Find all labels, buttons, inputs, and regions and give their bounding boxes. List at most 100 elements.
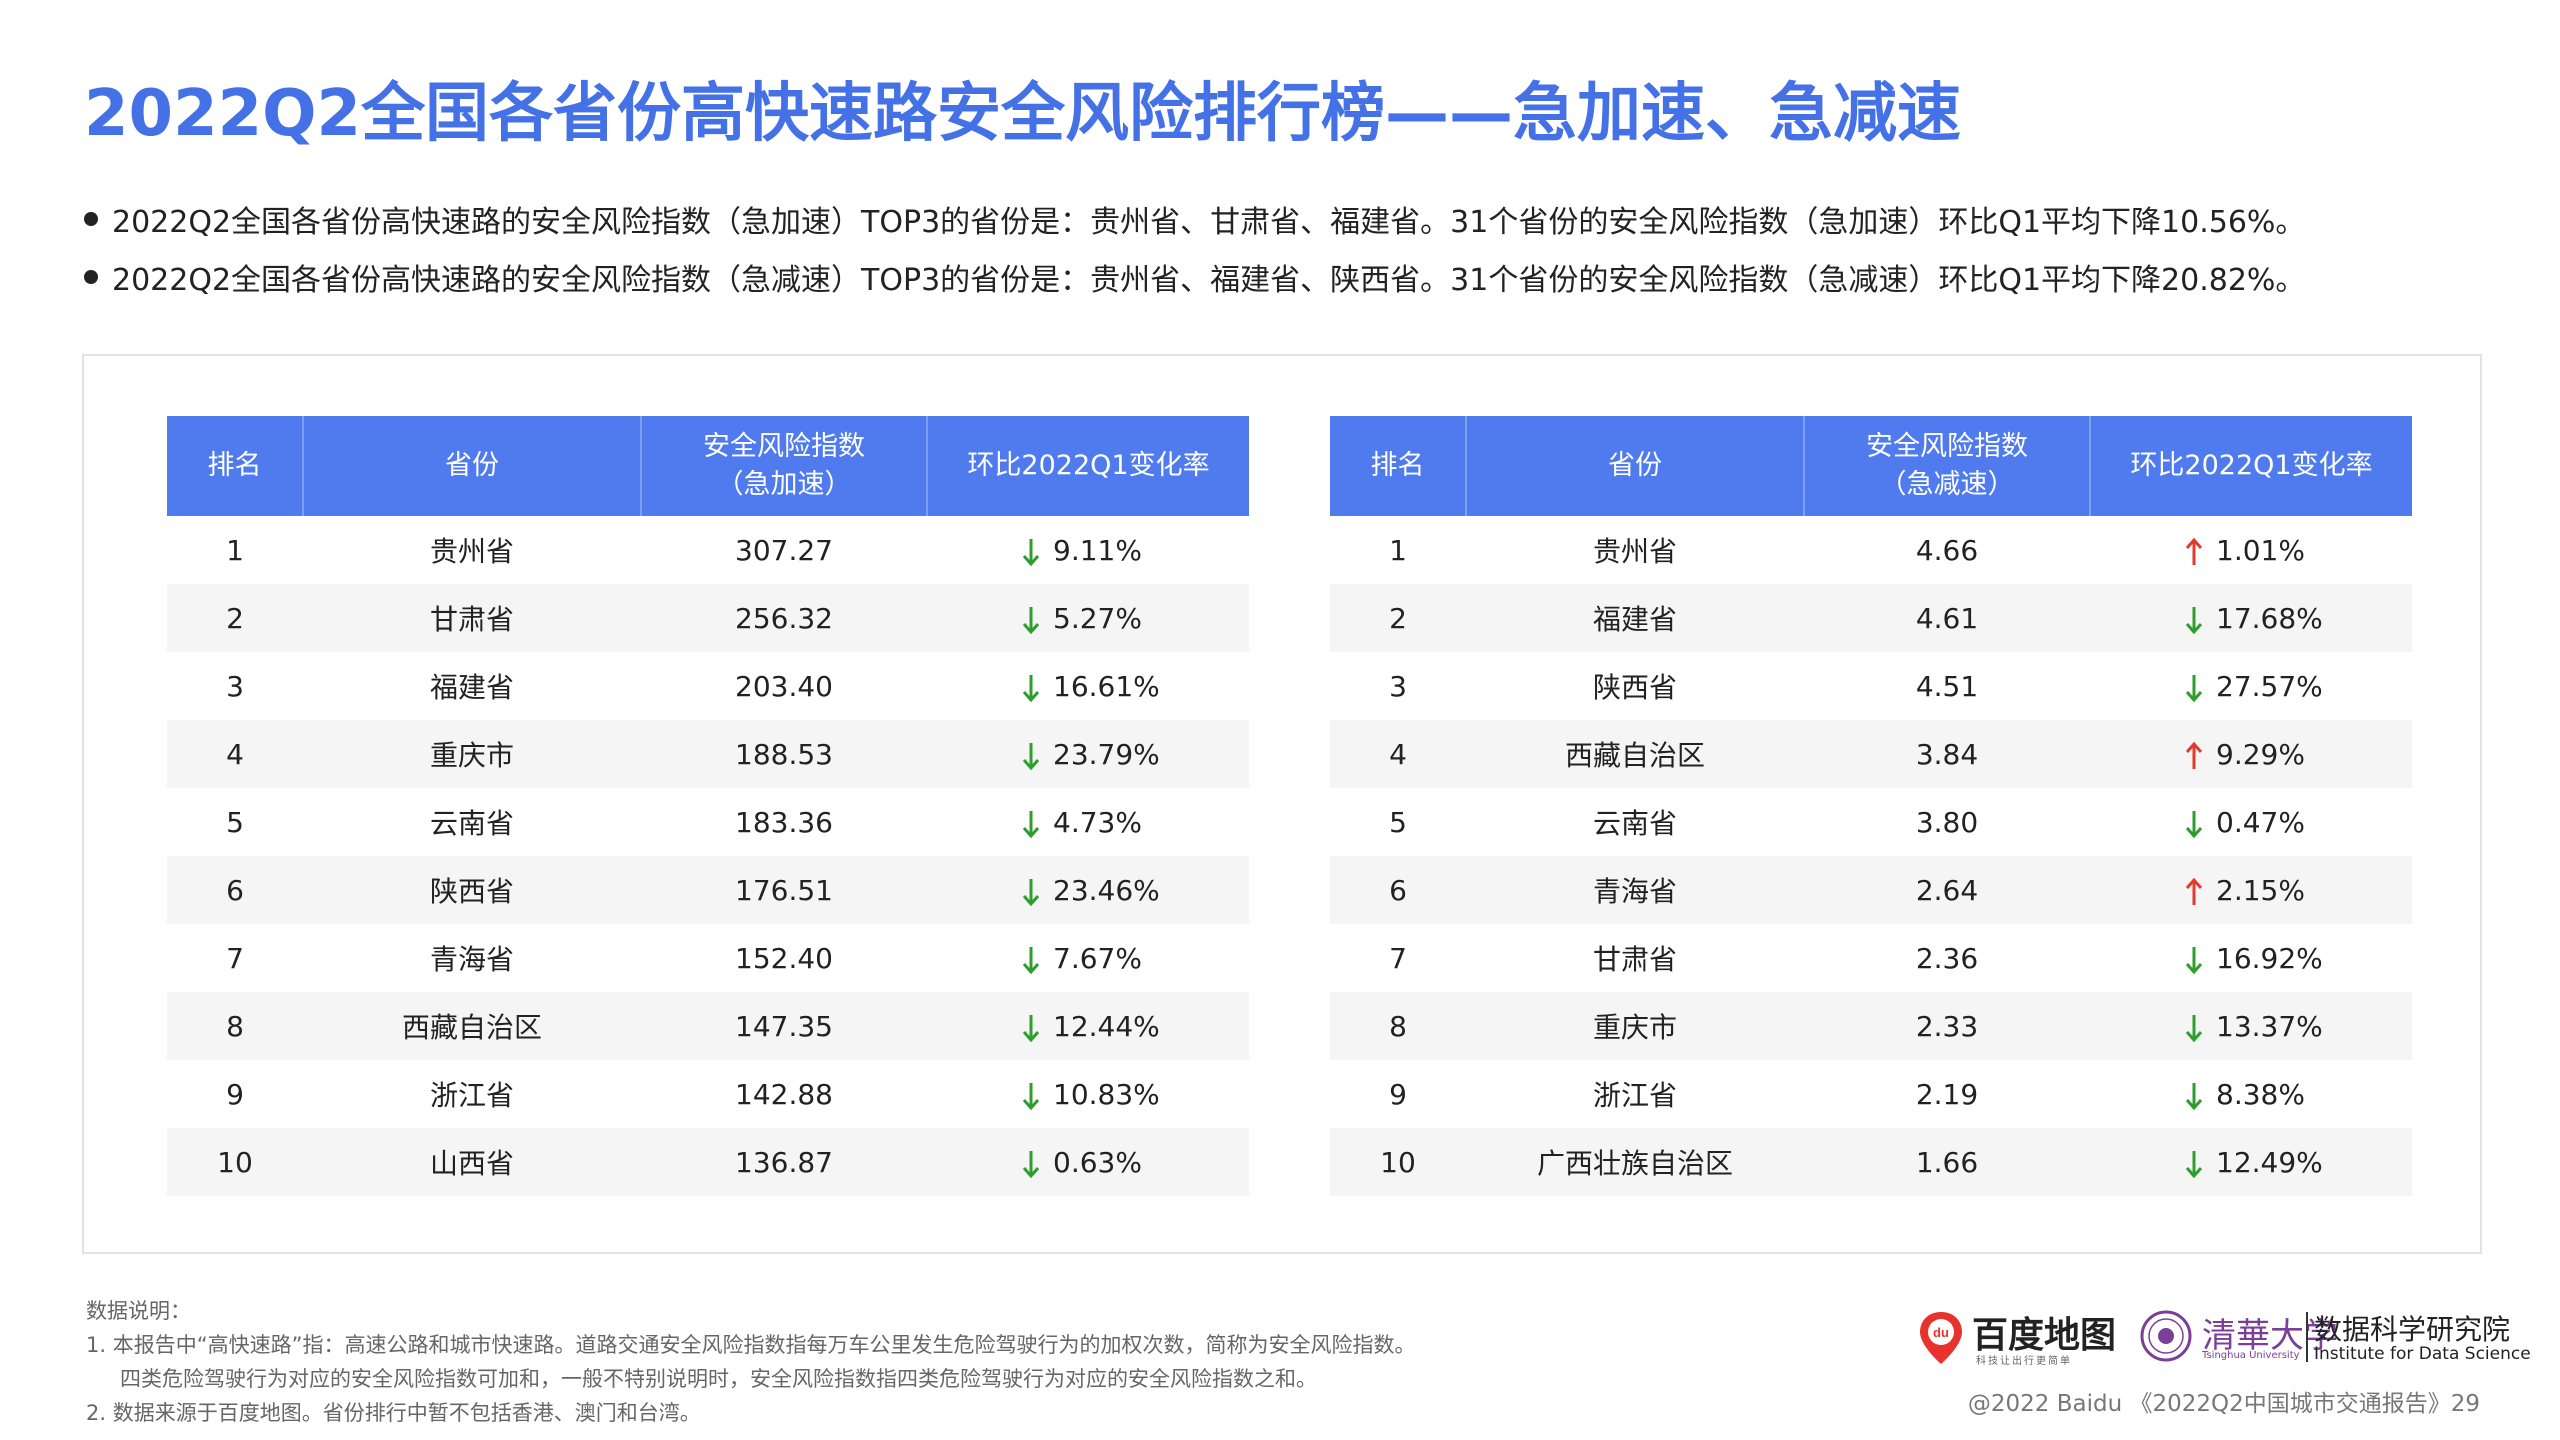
change-cell: 16.61% bbox=[927, 652, 1249, 720]
rank-cell: 3 bbox=[226, 669, 244, 703]
index-cell: 307.27 bbox=[735, 533, 833, 567]
change-cell: 13.37% bbox=[2090, 992, 2412, 1060]
decel-ranking-table: 排名 省份 安全风险指数 （急减速） 环比2022Q1变化率 1 贵州省 4.66 1.… bbox=[1330, 416, 2412, 1196]
province-cell: 西藏自治区 bbox=[303, 992, 641, 1060]
index-cell: 4.51 bbox=[1915, 669, 1979, 703]
change-cell: 23.79% bbox=[927, 720, 1249, 788]
table-row: 8 西藏自治区 147.35 12.44% bbox=[167, 992, 1249, 1060]
change-value: 27.57% bbox=[2216, 669, 2323, 703]
rank-cell: 4 bbox=[167, 720, 303, 788]
change-cell: 16.92% bbox=[2090, 924, 2412, 992]
change-cell: 23.46% bbox=[927, 856, 1249, 924]
change-value: 9.11% bbox=[1053, 533, 1142, 567]
change-cell: 0.63% bbox=[927, 1128, 1249, 1196]
table-row: 1 贵州省 307.27 9.11% bbox=[167, 516, 1249, 584]
table-row: 4 西藏自治区 3.84 9.29% bbox=[1330, 720, 2412, 788]
change-value: 13.37% bbox=[2216, 1009, 2323, 1043]
rank-cell: 4 bbox=[1330, 720, 1466, 788]
province-cell: 甘肃省 bbox=[1592, 943, 1677, 976]
header-change: 环比2022Q1变化率 bbox=[2089, 416, 2412, 516]
index-cell: 2.64 bbox=[1804, 856, 2090, 924]
arrow-down-icon bbox=[2184, 605, 2204, 635]
change-cell: 12.49% bbox=[2090, 1128, 2412, 1196]
table-row: 2 甘肃省 256.32 5.27% bbox=[167, 584, 1249, 652]
index-cell: 136.87 bbox=[641, 1128, 927, 1196]
header-index-line2: （急加速） bbox=[716, 469, 852, 500]
arrow-down-icon bbox=[2184, 1013, 2204, 1043]
notes-line-2: 2. 数据来源于百度地图。省份排行中暂不包括香港、澳门和台湾。 bbox=[86, 1401, 701, 1425]
index-cell: 147.35 bbox=[641, 992, 927, 1060]
bullet-accel: 2022Q2全国各省份高快速路的安全风险指数（急加速）TOP3的省份是：贵州省、… bbox=[84, 190, 2504, 248]
arrow-down-icon bbox=[1021, 1081, 1041, 1111]
arrow-up-icon bbox=[2184, 741, 2204, 771]
change-value: 16.61% bbox=[1053, 669, 1160, 703]
change-cell: 0.47% bbox=[2090, 788, 2412, 856]
arrow-down-icon bbox=[1021, 809, 1041, 839]
table-row: 3 陕西省 4.51 27.57% bbox=[1330, 652, 2412, 720]
arrow-down-icon bbox=[1021, 741, 1041, 771]
change-value: 23.79% bbox=[1053, 737, 1160, 771]
change-cell: 5.27% bbox=[927, 584, 1249, 652]
change-cell: 9.11% bbox=[927, 516, 1249, 584]
table-header-row: 排名 省份 安全风险指数 （急减速） 环比2022Q1变化率 bbox=[1330, 416, 2412, 516]
notes-line-1: 1. 本报告中“高快速路”指：高速公路和城市快速路。道路交通安全风险指数指每万车… bbox=[86, 1333, 1416, 1357]
province-cell: 广西壮族自治区 bbox=[1466, 1128, 1804, 1196]
change-cell: 2.15% bbox=[2090, 856, 2412, 924]
arrow-up-icon bbox=[2184, 877, 2204, 907]
rank-cell: 6 bbox=[167, 856, 303, 924]
baidu-map-pin-icon: du bbox=[1920, 1312, 1962, 1364]
tables-panel: 排名 省份 安全风险指数 （急加速） 环比2022Q1变化率 1 贵州省 307.27… bbox=[82, 354, 2482, 1254]
index-cell: 3.80 bbox=[1915, 805, 1979, 839]
baidu-map-logo-text: 百度地图 bbox=[1972, 1315, 2117, 1356]
table-row: 8 重庆市 2.33 13.37% bbox=[1330, 992, 2412, 1060]
ids-name-en: Institute for Data Science bbox=[2314, 1344, 2531, 1364]
index-cell: 183.36 bbox=[735, 805, 833, 839]
table-row: 9 浙江省 142.88 10.83% bbox=[167, 1060, 1249, 1128]
change-cell: 9.29% bbox=[2090, 720, 2412, 788]
header-change: 环比2022Q1变化率 bbox=[926, 416, 1249, 516]
table-row: 9 浙江省 2.19 8.38% bbox=[1330, 1060, 2412, 1128]
arrow-down-icon bbox=[1021, 537, 1041, 567]
arrow-down-icon bbox=[2184, 945, 2204, 975]
province-cell: 西藏自治区 bbox=[1466, 720, 1804, 788]
rank-cell: 7 bbox=[226, 941, 244, 975]
index-cell: 2.33 bbox=[1804, 992, 2090, 1060]
header-index: 安全风险指数 （急加速） bbox=[640, 416, 927, 516]
accel-ranking-table: 排名 省份 安全风险指数 （急加速） 环比2022Q1变化率 1 贵州省 307.27… bbox=[167, 416, 1249, 1196]
table-row: 3 福建省 203.40 16.61% bbox=[167, 652, 1249, 720]
arrow-down-icon bbox=[1021, 673, 1041, 703]
table-row: 5 云南省 3.80 0.47% bbox=[1330, 788, 2412, 856]
arrow-down-icon bbox=[2184, 809, 2204, 839]
change-value: 10.83% bbox=[1053, 1077, 1160, 1111]
arrow-down-icon bbox=[1021, 1149, 1041, 1179]
change-cell: 8.38% bbox=[2090, 1060, 2412, 1128]
header-rank: 排名 bbox=[167, 416, 303, 516]
index-cell: 256.32 bbox=[641, 584, 927, 652]
table-row: 10 广西壮族自治区 1.66 12.49% bbox=[1330, 1128, 2412, 1196]
province-cell: 陕西省 bbox=[1592, 671, 1677, 704]
baidu-pin-text: du bbox=[1933, 1325, 1949, 1340]
index-cell: 203.40 bbox=[735, 669, 833, 703]
arrow-down-icon bbox=[2184, 673, 2204, 703]
change-value: 23.46% bbox=[1053, 873, 1160, 907]
arrow-down-icon bbox=[1021, 605, 1041, 635]
change-value: 7.67% bbox=[1053, 941, 1142, 975]
notes-line-1b: 四类危险驾驶行为对应的安全风险指数可加和，一般不特别说明时，安全风险指数指四类危… bbox=[120, 1367, 1317, 1391]
change-cell: 12.44% bbox=[927, 992, 1249, 1060]
table-row: 4 重庆市 188.53 23.79% bbox=[167, 720, 1249, 788]
bullet-dot-icon bbox=[84, 212, 98, 226]
rank-cell: 10 bbox=[1330, 1128, 1466, 1196]
page-footer: @2022 Baidu 《2022Q2中国城市交通报告》29 bbox=[1967, 1391, 2480, 1417]
province-cell: 云南省 bbox=[1592, 807, 1677, 840]
province-cell: 浙江省 bbox=[429, 1079, 514, 1112]
table-row: 1 贵州省 4.66 1.01% bbox=[1330, 516, 2412, 584]
rank-cell: 2 bbox=[167, 584, 303, 652]
table-row: 7 甘肃省 2.36 16.92% bbox=[1330, 924, 2412, 992]
change-value: 0.63% bbox=[1053, 1145, 1142, 1179]
index-cell: 3.84 bbox=[1804, 720, 2090, 788]
province-cell: 贵州省 bbox=[429, 535, 514, 568]
rank-cell: 2 bbox=[1330, 584, 1466, 652]
index-cell: 142.88 bbox=[735, 1077, 833, 1111]
tsinghua-seal-icon bbox=[2140, 1310, 2192, 1362]
summary-bullets: 2022Q2全国各省份高快速路的安全风险指数（急加速）TOP3的省份是：贵州省、… bbox=[84, 190, 2504, 306]
